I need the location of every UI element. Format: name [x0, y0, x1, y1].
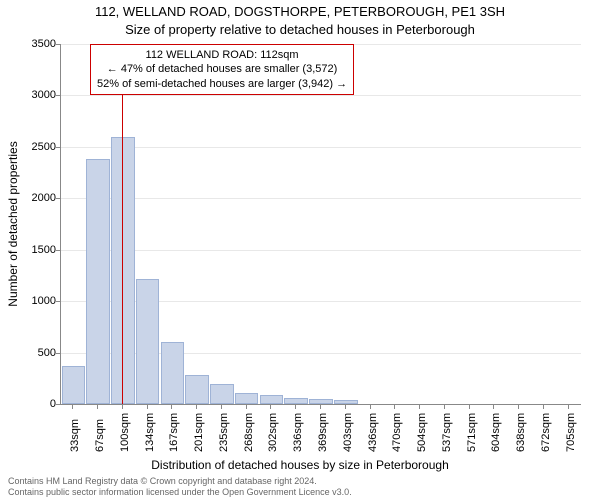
- reference-line: [122, 44, 123, 404]
- ytick-label: 2000: [16, 192, 56, 204]
- gridline: [61, 250, 581, 251]
- plot-area: [60, 44, 581, 405]
- ytick-mark: [56, 404, 61, 405]
- xtick-label: 268sqm: [243, 413, 255, 452]
- xtick-mark: [543, 404, 544, 409]
- annotation-line: 112 WELLAND ROAD: 112sqm: [97, 48, 347, 62]
- xtick-label: 537sqm: [441, 413, 453, 452]
- xtick-label: 571sqm: [466, 413, 478, 452]
- xtick-mark: [394, 404, 395, 409]
- gridline: [61, 95, 581, 96]
- ytick-mark: [56, 44, 61, 45]
- ytick-label: 3000: [16, 89, 56, 101]
- xtick-mark: [469, 404, 470, 409]
- histogram-bar: [235, 393, 259, 404]
- histogram-bar: [62, 366, 86, 404]
- xtick-label: 235sqm: [218, 413, 230, 452]
- xtick-label: 201sqm: [193, 413, 205, 452]
- annotation-box: 112 WELLAND ROAD: 112sqm← 47% of detache…: [90, 44, 354, 95]
- ytick-label: 2500: [16, 141, 56, 153]
- histogram-bar: [136, 279, 160, 404]
- x-axis-label: Distribution of detached houses by size …: [0, 458, 600, 472]
- ytick-label: 1000: [16, 295, 56, 307]
- annotation-line: 52% of semi-detached houses are larger (…: [97, 77, 347, 91]
- ytick-mark: [56, 301, 61, 302]
- histogram-bar: [260, 395, 284, 404]
- xtick-label: 436sqm: [367, 413, 379, 452]
- histogram-bar: [210, 384, 234, 404]
- xtick-label: 302sqm: [267, 413, 279, 452]
- xtick-mark: [444, 404, 445, 409]
- xtick-label: 470sqm: [391, 413, 403, 452]
- footer-line-1: Contains HM Land Registry data © Crown c…: [8, 476, 352, 487]
- xtick-label: 604sqm: [490, 413, 502, 452]
- xtick-mark: [147, 404, 148, 409]
- xtick-label: 403sqm: [342, 413, 354, 452]
- xtick-mark: [295, 404, 296, 409]
- xtick-mark: [72, 404, 73, 409]
- xtick-mark: [270, 404, 271, 409]
- annotation-line: ← 47% of detached houses are smaller (3,…: [97, 62, 347, 76]
- xtick-mark: [97, 404, 98, 409]
- xtick-mark: [196, 404, 197, 409]
- histogram-bar: [185, 375, 209, 404]
- xtick-mark: [493, 404, 494, 409]
- ytick-label: 0: [16, 398, 56, 410]
- xtick-mark: [320, 404, 321, 409]
- y-axis-label: Number of detached properties: [6, 141, 20, 306]
- xtick-mark: [370, 404, 371, 409]
- xtick-label: 705sqm: [565, 413, 577, 452]
- xtick-label: 100sqm: [119, 413, 131, 452]
- chart-title-subtitle: Size of property relative to detached ho…: [0, 22, 600, 37]
- xtick-mark: [246, 404, 247, 409]
- ytick-label: 1500: [16, 244, 56, 256]
- xtick-mark: [171, 404, 172, 409]
- xtick-label: 672sqm: [540, 413, 552, 452]
- xtick-mark: [419, 404, 420, 409]
- xtick-label: 369sqm: [317, 413, 329, 452]
- ytick-label: 3500: [16, 38, 56, 50]
- ytick-mark: [56, 353, 61, 354]
- ytick-label: 500: [16, 347, 56, 359]
- footer-line-2: Contains public sector information licen…: [8, 487, 352, 498]
- ytick-mark: [56, 250, 61, 251]
- gridline: [61, 198, 581, 199]
- xtick-label: 638sqm: [515, 413, 527, 452]
- xtick-mark: [345, 404, 346, 409]
- footer-attribution: Contains HM Land Registry data © Crown c…: [8, 476, 352, 498]
- histogram-bar: [86, 159, 110, 404]
- histogram-bar: [334, 400, 358, 404]
- xtick-mark: [122, 404, 123, 409]
- gridline: [61, 147, 581, 148]
- xtick-label: 336sqm: [292, 413, 304, 452]
- ytick-mark: [56, 198, 61, 199]
- xtick-mark: [518, 404, 519, 409]
- histogram-bar: [161, 342, 185, 404]
- xtick-mark: [221, 404, 222, 409]
- chart-title-address: 112, WELLAND ROAD, DOGSTHORPE, PETERBORO…: [0, 4, 600, 19]
- ytick-mark: [56, 147, 61, 148]
- xtick-label: 167sqm: [168, 413, 180, 452]
- xtick-label: 33sqm: [69, 419, 81, 452]
- xtick-label: 504sqm: [416, 413, 428, 452]
- ytick-mark: [56, 95, 61, 96]
- xtick-mark: [568, 404, 569, 409]
- xtick-label: 67sqm: [94, 419, 106, 452]
- xtick-label: 134sqm: [144, 413, 156, 452]
